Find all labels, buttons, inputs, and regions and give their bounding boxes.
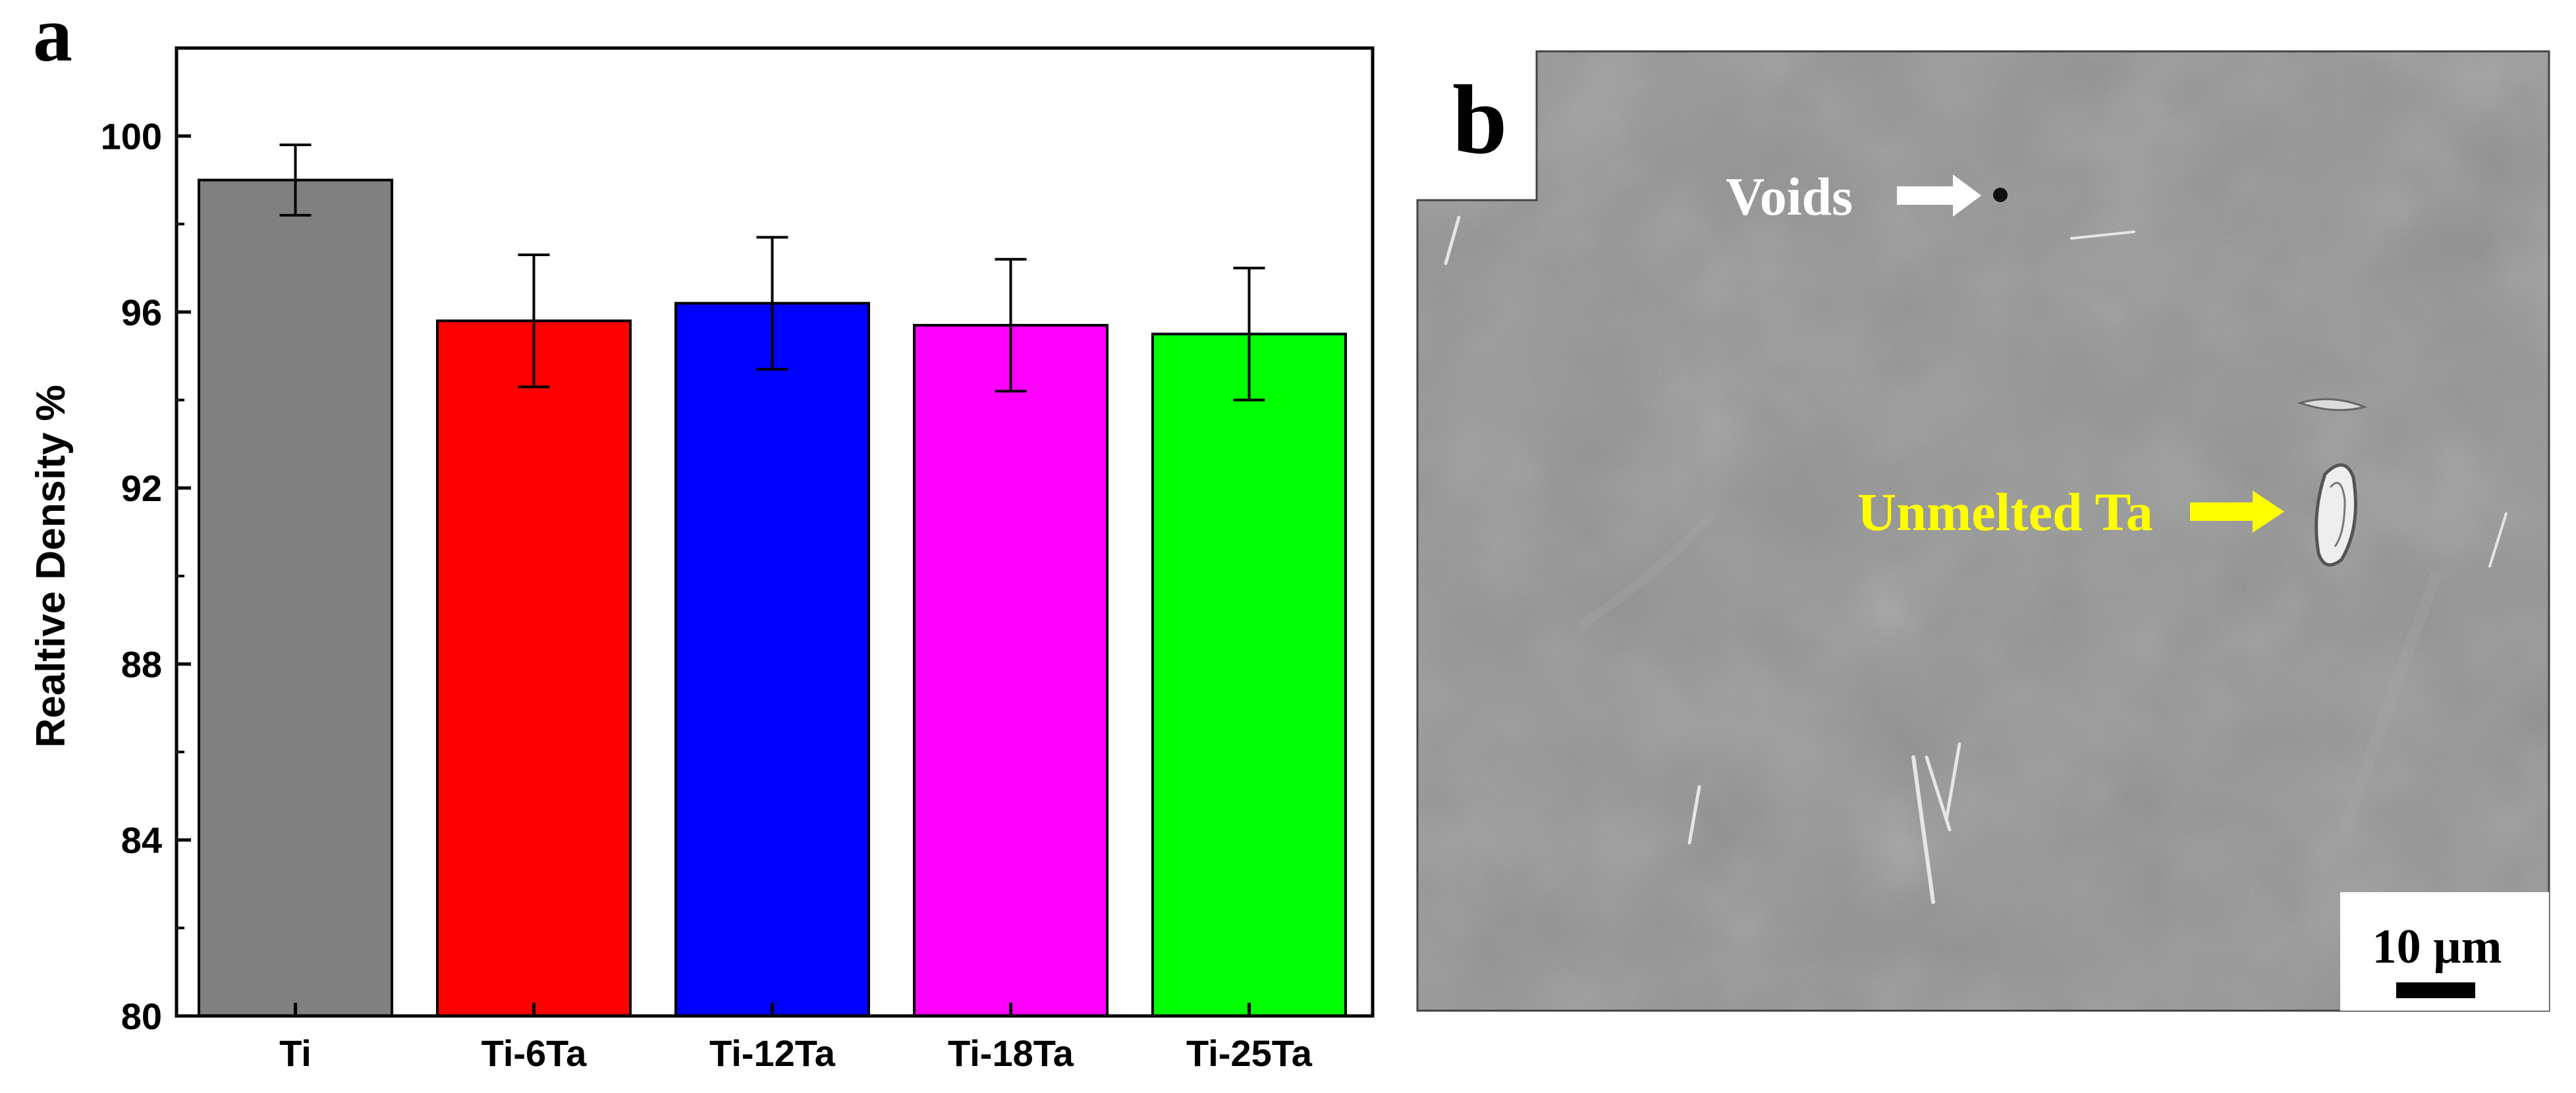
bar-ti-12ta bbox=[674, 302, 870, 1018]
void-mark bbox=[1993, 188, 2008, 202]
bar-ti-6ta bbox=[436, 319, 632, 1018]
unmelted-ta-label: Unmelted Ta bbox=[1857, 482, 2153, 542]
bars bbox=[198, 178, 1347, 1018]
y-tick-label: 84 bbox=[121, 820, 162, 861]
y-tick-label: 92 bbox=[121, 467, 162, 509]
y-tick-label: 100 bbox=[101, 116, 162, 157]
error-bars bbox=[279, 144, 1265, 402]
panel-letter-b: b bbox=[1452, 65, 1507, 174]
panel-letter-a: a bbox=[33, 0, 72, 78]
x-tick-label: Ti bbox=[279, 1032, 312, 1074]
y-tick-label: 80 bbox=[121, 996, 162, 1037]
x-tick-label: Ti-6Ta bbox=[481, 1032, 588, 1074]
scale-bar-line bbox=[2396, 982, 2475, 998]
bar-ti-18ta bbox=[913, 323, 1109, 1017]
y-tick-label: 88 bbox=[121, 643, 162, 685]
y-axis-label: Realtive Density % bbox=[28, 385, 74, 747]
sem-image bbox=[1417, 51, 2549, 1011]
scale-bar-label: 10 µm bbox=[2372, 920, 2502, 974]
y-axis-ticks: 80 84 88 92 96 100 bbox=[101, 116, 191, 1037]
voids-label: Voids bbox=[1726, 167, 1853, 227]
bar-ti-25ta bbox=[1151, 333, 1347, 1017]
bar-chart-panel: a Realtive Density % 80 84 88 92 96 100 Ti Ti-… bbox=[28, 0, 1375, 1074]
micrograph-panel: b Voids Unmelted Ta 10 µm bbox=[1416, 50, 2550, 1012]
x-tick-label: Ti-18Ta bbox=[948, 1032, 1074, 1074]
scale-bar: 10 µm bbox=[2340, 892, 2549, 1011]
x-tick-label: Ti-12Ta bbox=[709, 1032, 836, 1074]
y-tick-label: 96 bbox=[121, 292, 162, 333]
micrograph-border bbox=[1416, 50, 2550, 1012]
bar-ti bbox=[198, 178, 393, 1017]
surface-scratches bbox=[1444, 215, 2507, 904]
unmelted-ta-particle bbox=[2297, 398, 2368, 567]
unmelted-ta-arrow-icon bbox=[2190, 491, 2284, 533]
plot-frame bbox=[175, 46, 1375, 1018]
x-axis-ticks: Ti Ti-6Ta Ti-12Ta Ti-18Ta Ti-25Ta bbox=[279, 1003, 1313, 1074]
x-tick-label: Ti-25Ta bbox=[1186, 1032, 1313, 1074]
voids-arrow-icon bbox=[1897, 174, 1981, 217]
